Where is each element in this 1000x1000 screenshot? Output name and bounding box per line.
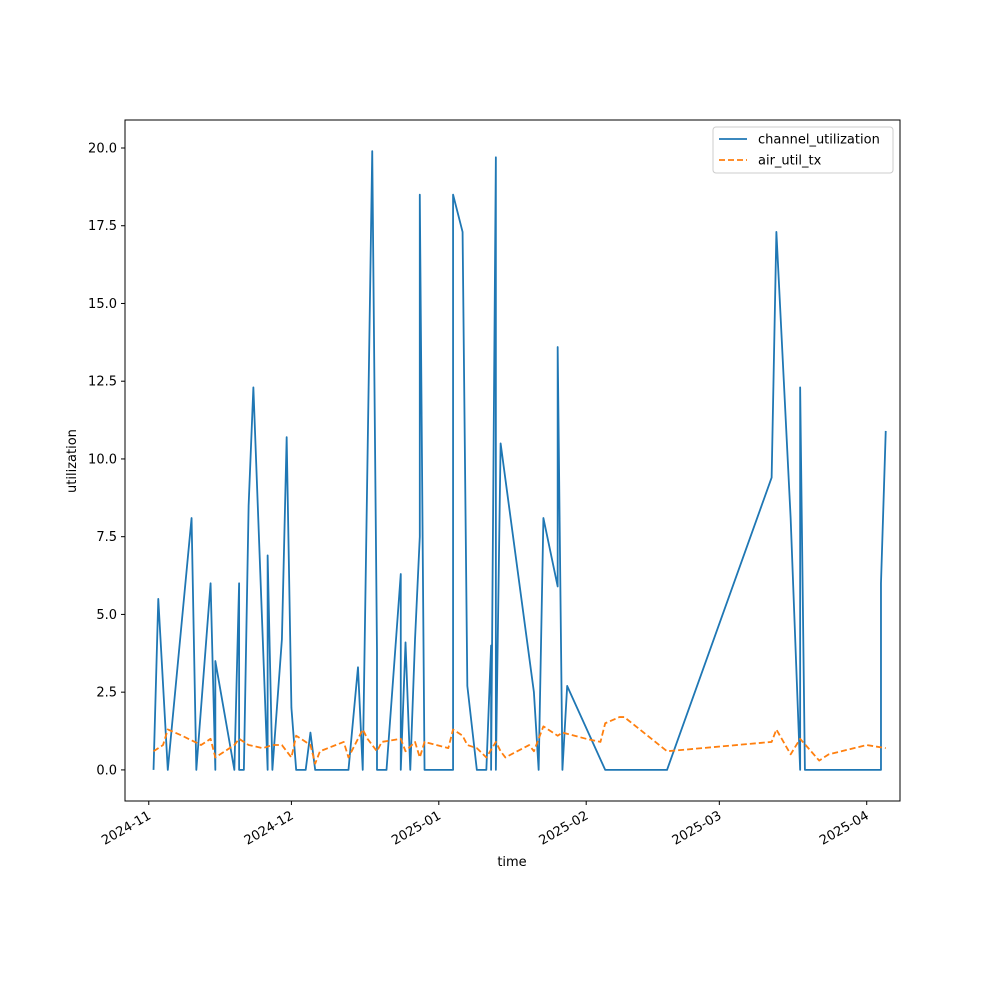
series-layer <box>152 150 887 771</box>
y-tick-label: 12.5 <box>88 375 117 390</box>
y-tick-label: 15.0 <box>88 297 117 312</box>
series-line-0 <box>152 150 887 771</box>
y-axis: 0.0 2.5 5.0 7.5 10.0 12.5 15.0 17.5 20.0 <box>88 141 125 778</box>
y-tick-label: 17.5 <box>88 219 117 234</box>
x-axis-label: time <box>497 855 526 870</box>
legend-label: air_util_tx <box>758 154 822 169</box>
legend-label: channel_utilization <box>758 133 880 148</box>
series-line-1 <box>153 716 886 765</box>
y-axis-label: utilization <box>65 429 80 493</box>
y-tick-label: 2.5 <box>96 686 117 701</box>
legend-box <box>712 126 894 174</box>
y-tick-label: 20.0 <box>88 141 117 156</box>
y-tick-label: 10.0 <box>88 452 117 467</box>
y-tick-label: 5.0 <box>96 608 117 623</box>
plot-frame <box>124 119 901 802</box>
y-tick-label: 0.0 <box>96 763 117 778</box>
y-tick-label: 7.5 <box>96 530 117 545</box>
legend: channel_utilization air_util_tx <box>712 126 894 174</box>
